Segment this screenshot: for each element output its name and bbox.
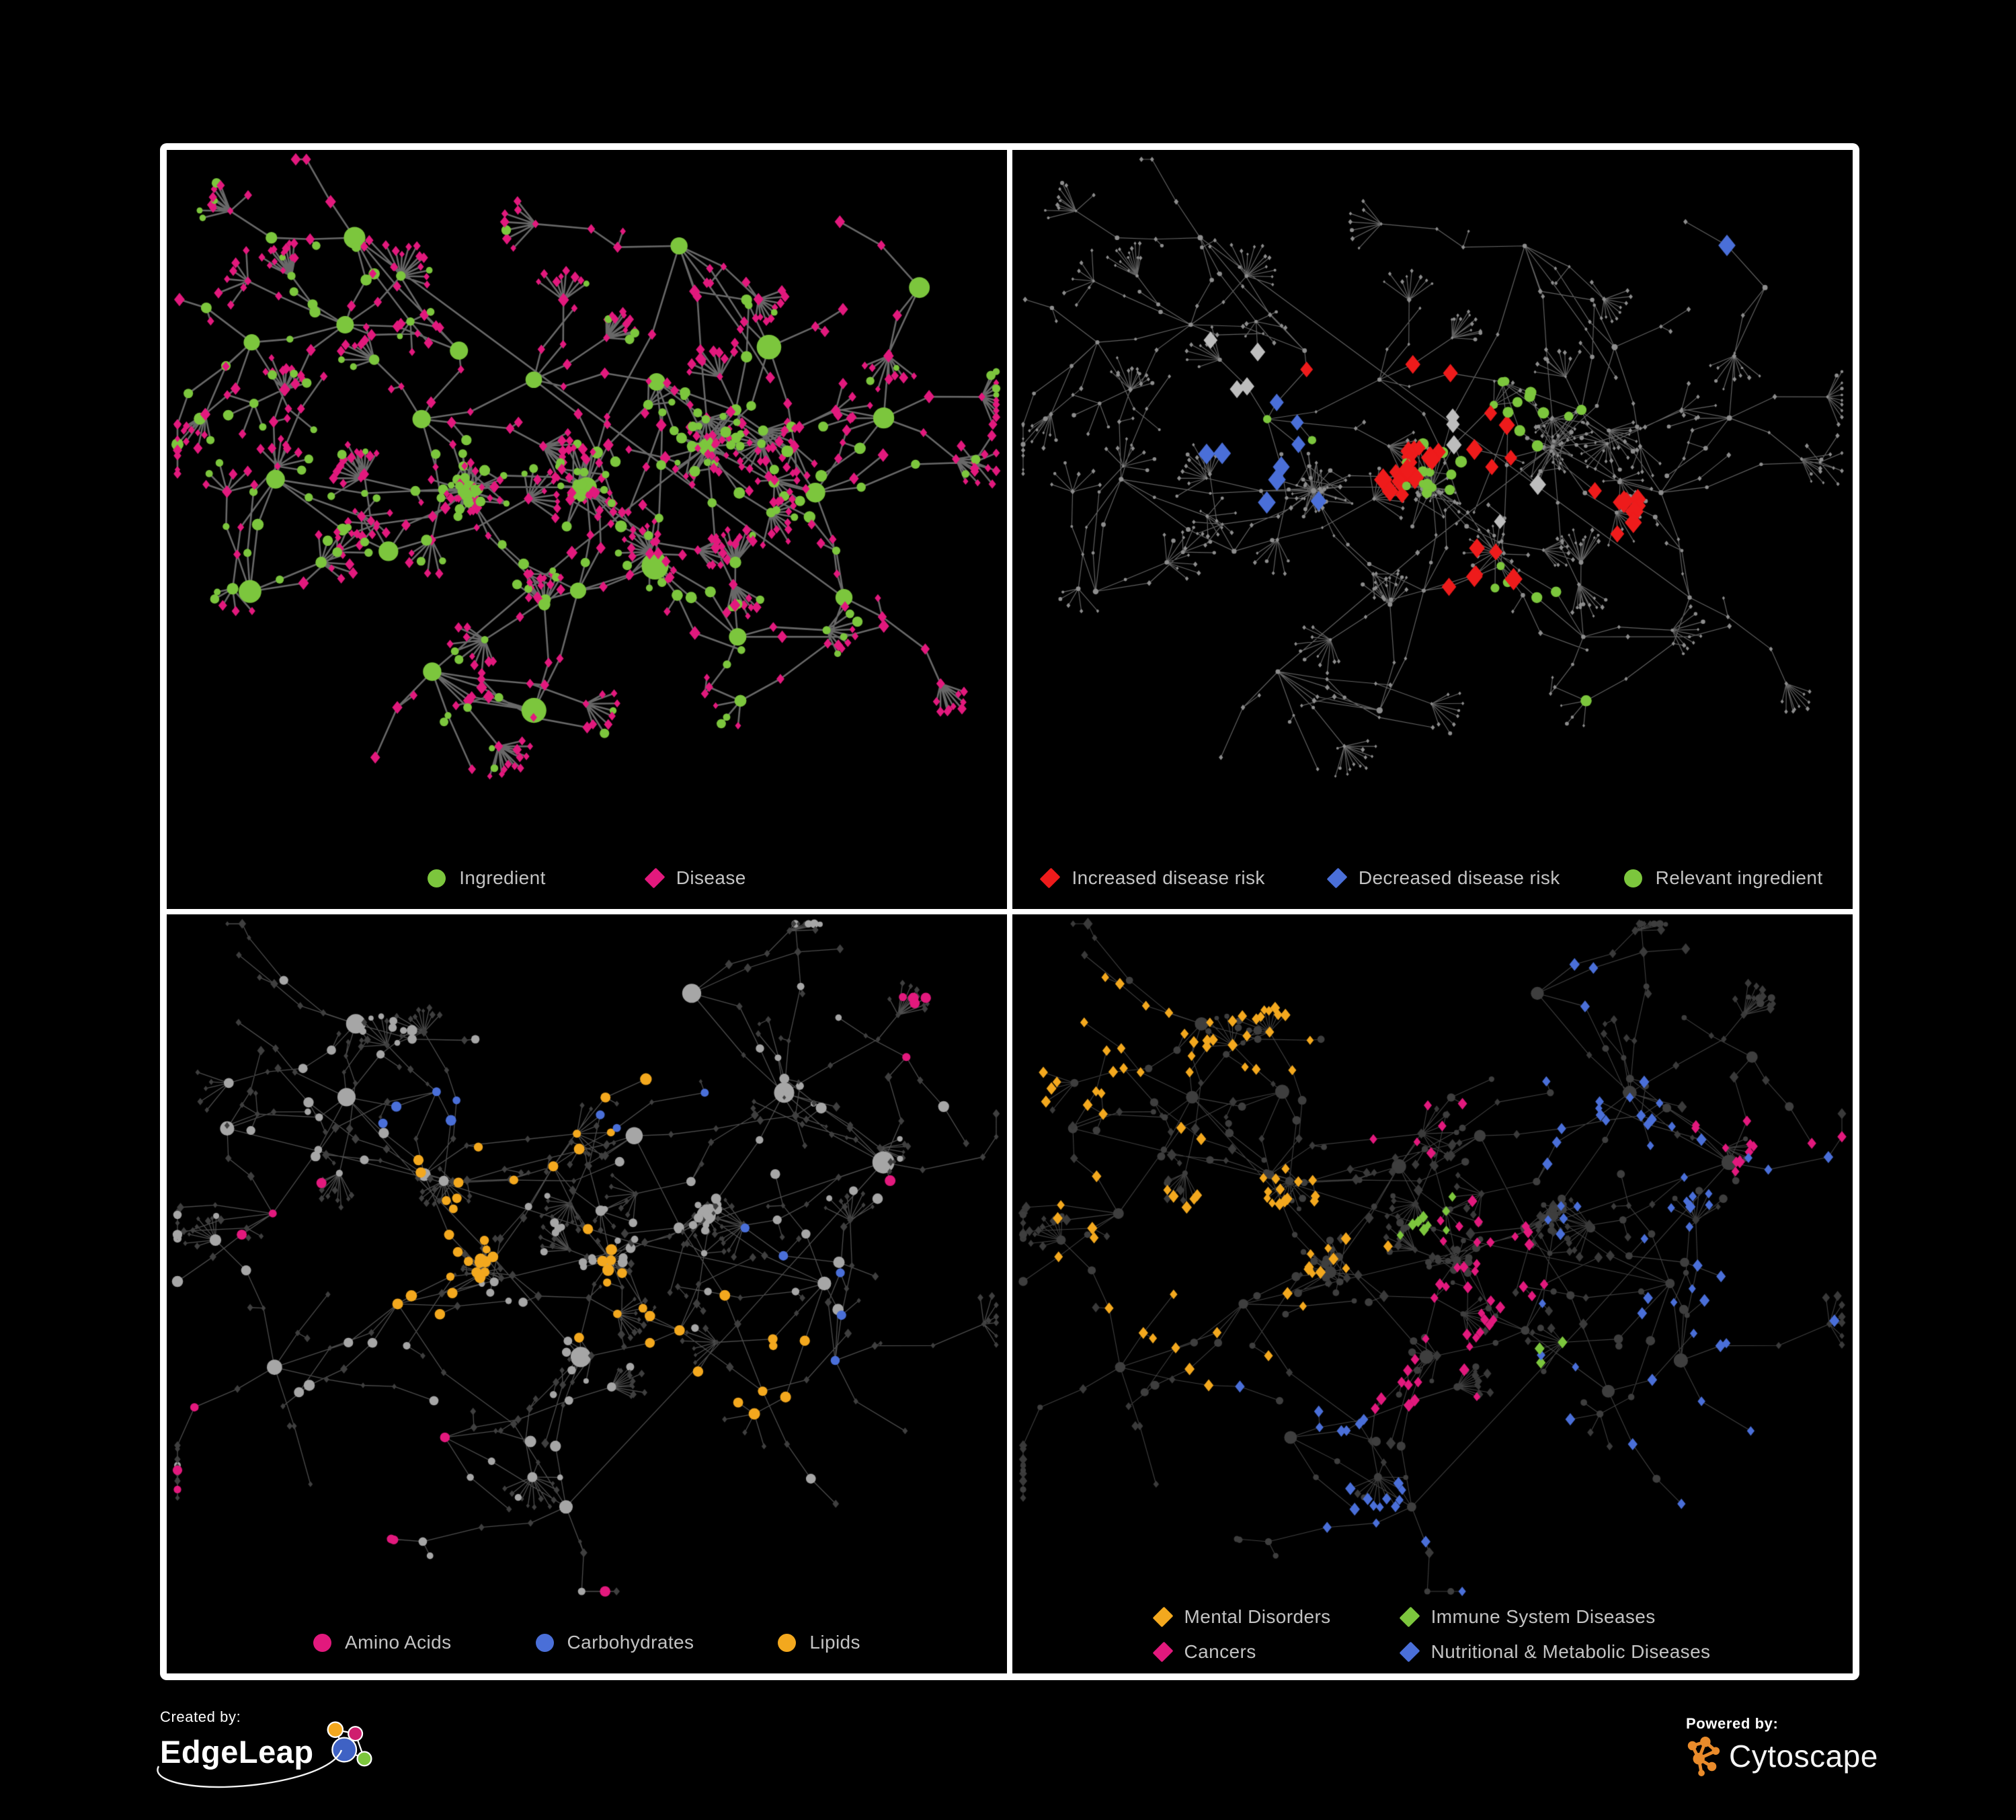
mental-disorders-diamond-icon bbox=[1152, 1606, 1173, 1628]
legend-label-relevant-ingredient: Relevant ingredient bbox=[1655, 867, 1823, 888]
legend-item-immune-system-diseases: Immune System Diseases bbox=[1399, 1606, 1656, 1628]
carbohydrates-circle-icon bbox=[535, 1633, 554, 1652]
legend-item-disease: Disease bbox=[644, 867, 746, 889]
four-panel-frame: Ingredient Disease Increased disease ris… bbox=[160, 143, 1859, 1680]
legend-disease-risk: Increased disease risk Decreased disease… bbox=[1012, 867, 1853, 889]
increased-risk-diamond-icon bbox=[1040, 867, 1061, 889]
network-canvas-disease-classes bbox=[1012, 914, 1853, 1673]
legend-item-ingredient: Ingredient bbox=[428, 867, 546, 889]
legend-label-ingredient: Ingredient bbox=[459, 867, 546, 888]
legend-item-amino-acids: Amino Acids bbox=[313, 1632, 451, 1653]
relevant-ingredient-circle-icon bbox=[1623, 869, 1642, 887]
edgeleap-wordmark: EdgeLeap bbox=[160, 1733, 314, 1770]
legend-label-immune-system-diseases: Immune System Diseases bbox=[1430, 1606, 1656, 1627]
network-canvas-nutrient-classes bbox=[167, 914, 1007, 1673]
cytoscape-wordmark: Cytoscape bbox=[1729, 1739, 1878, 1774]
legend-item-decreased-risk: Decreased disease risk bbox=[1326, 867, 1560, 889]
network-panel-nutrient-classes: Amino Acids Carbohydrates Lipids bbox=[167, 914, 1007, 1673]
legend-item-cancers: Cancers bbox=[1152, 1641, 1256, 1663]
legend-label-lipids: Lipids bbox=[809, 1632, 860, 1653]
network-canvas-disease-risk bbox=[1012, 150, 1853, 909]
legend-item-mental-disorders: Mental Disorders bbox=[1152, 1606, 1331, 1628]
legend-label-decreased-risk: Decreased disease risk bbox=[1358, 867, 1560, 888]
legend-disease-classes: Mental Disorders Immune System Diseases … bbox=[1012, 1606, 1853, 1663]
cytoscape-credit: Powered by: Cytoscape bbox=[1683, 1715, 1878, 1777]
cytoscape-logo-icon bbox=[1687, 1737, 1720, 1776]
network-panel-ingredient-disease: Ingredient Disease bbox=[167, 150, 1007, 909]
legend-label-nutritional-metabolic-diseases: Nutritional & Metabolic Diseases bbox=[1430, 1641, 1711, 1662]
legend-item-nutritional-metabolic-diseases: Nutritional & Metabolic Diseases bbox=[1399, 1641, 1711, 1663]
immune-system-diseases-diamond-icon bbox=[1399, 1606, 1420, 1628]
lipids-circle-icon bbox=[778, 1633, 797, 1652]
ingredient-circle-icon bbox=[428, 869, 446, 887]
decreased-risk-diamond-icon bbox=[1326, 867, 1348, 889]
network-panel-disease-classes: Mental Disorders Immune System Diseases … bbox=[1012, 914, 1853, 1673]
legend-item-relevant-ingredient: Relevant ingredient bbox=[1623, 867, 1823, 889]
legend-ingredient-disease: Ingredient Disease bbox=[167, 867, 1007, 889]
network-panel-disease-risk: Increased disease risk Decreased disease… bbox=[1012, 150, 1853, 909]
legend-label-increased-risk: Increased disease risk bbox=[1072, 867, 1265, 888]
disease-diamond-icon bbox=[644, 867, 666, 889]
legend-label-cancers: Cancers bbox=[1184, 1641, 1256, 1662]
powered-by-label: Powered by: bbox=[1686, 1715, 1779, 1732]
edgeleap-credit: Created by: EdgeLeap bbox=[157, 1708, 375, 1809]
legend-label-carbohydrates: Carbohydrates bbox=[567, 1632, 694, 1653]
created-by-label: Created by: bbox=[160, 1708, 241, 1725]
legend-label-mental-disorders: Mental Disorders bbox=[1184, 1606, 1331, 1627]
edgeleap-logo-icon bbox=[327, 1721, 372, 1767]
legend-nutrient-classes: Amino Acids Carbohydrates Lipids bbox=[167, 1632, 1007, 1653]
nutritional-metabolic-diseases-diamond-icon bbox=[1399, 1641, 1420, 1663]
network-canvas-ingredient-disease bbox=[167, 150, 1007, 909]
amino-acids-circle-icon bbox=[313, 1633, 332, 1652]
legend-item-carbohydrates: Carbohydrates bbox=[535, 1632, 694, 1653]
legend-label-disease: Disease bbox=[676, 867, 746, 888]
legend-item-increased-risk: Increased disease risk bbox=[1040, 867, 1265, 889]
legend-label-amino-acids: Amino Acids bbox=[345, 1632, 452, 1653]
cancers-diamond-icon bbox=[1152, 1641, 1173, 1663]
legend-item-lipids: Lipids bbox=[778, 1632, 860, 1653]
